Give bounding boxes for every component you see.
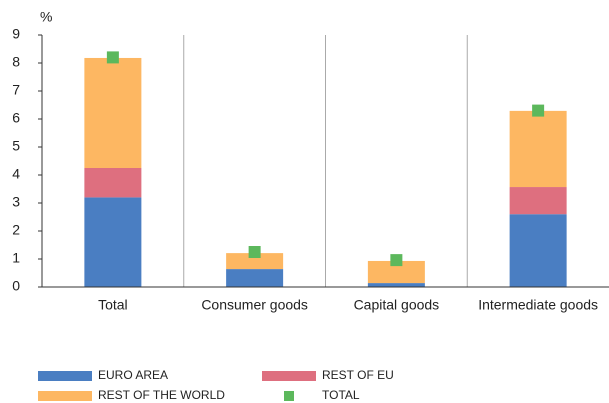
y-tick-label: 6 (12, 110, 20, 126)
legend-label: EURO AREA (98, 368, 168, 382)
x-tick-label: Consumer goods (201, 297, 308, 313)
legend-label: REST OF THE WORLD (98, 388, 225, 402)
legend-swatch (38, 391, 92, 401)
x-tick-label: Intermediate goods (478, 297, 598, 313)
total-marker (532, 104, 545, 117)
bar-segment (509, 187, 567, 215)
bar-segment (84, 197, 142, 287)
bar-segment (84, 168, 142, 198)
legend-label: TOTAL (322, 388, 360, 402)
legend-swatch (284, 391, 294, 401)
x-tick-label: Capital goods (354, 297, 440, 313)
total-marker (248, 246, 261, 258)
y-tick-label: 7 (12, 82, 20, 98)
y-tick-label: 4 (12, 166, 20, 182)
y-tick-label: 1 (12, 250, 20, 266)
bar-segment (367, 283, 425, 287)
y-tick-label: 2 (12, 222, 20, 238)
y-tick-label: 5 (12, 138, 20, 154)
bar-segment (226, 253, 284, 270)
legend-swatch (262, 371, 316, 381)
bar-segment (509, 214, 567, 287)
legend-label: REST OF EU (322, 368, 394, 382)
y-tick-label: 0 (12, 278, 20, 294)
bar-segment (367, 260, 425, 284)
y-tick-label: 9 (12, 26, 20, 42)
total-marker (390, 254, 403, 267)
bar-segment (226, 269, 284, 287)
bar-segment (84, 57, 142, 168)
y-axis-label: % (40, 9, 52, 25)
legend-swatch (38, 371, 92, 381)
total-marker (106, 51, 119, 64)
x-tick-label: Total (98, 297, 128, 313)
bar-segment (509, 110, 567, 188)
y-tick-label: 3 (12, 194, 20, 210)
y-tick-label: 8 (12, 54, 20, 70)
